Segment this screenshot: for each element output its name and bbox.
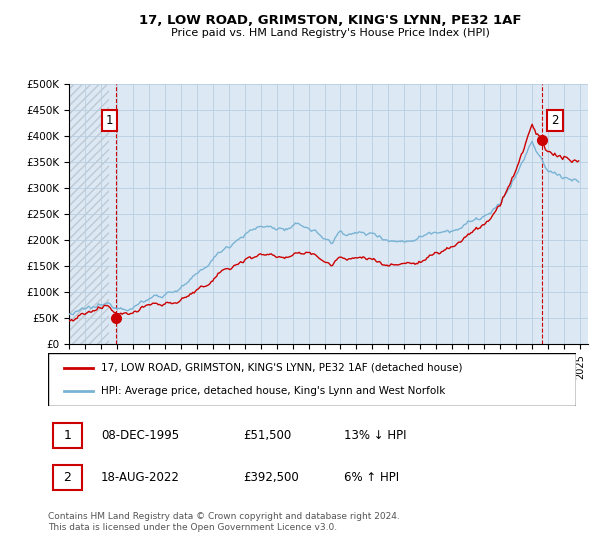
Text: 18-AUG-2022: 18-AUG-2022 [101,471,179,484]
Text: 08-DEC-1995: 08-DEC-1995 [101,429,179,442]
Text: Price paid vs. HM Land Registry's House Price Index (HPI): Price paid vs. HM Land Registry's House … [170,28,490,38]
FancyBboxPatch shape [53,465,82,490]
Bar [69,84,109,344]
Text: 17, LOW ROAD, GRIMSTON, KING'S LYNN, PE32 1AF: 17, LOW ROAD, GRIMSTON, KING'S LYNN, PE3… [139,14,521,27]
Text: 6% ↑ HPI: 6% ↑ HPI [344,471,399,484]
Text: Contains HM Land Registry data © Crown copyright and database right 2024.
This d: Contains HM Land Registry data © Crown c… [48,512,400,532]
Text: 1: 1 [106,114,113,127]
Text: £392,500: £392,500 [244,471,299,484]
Text: 13% ↓ HPI: 13% ↓ HPI [344,429,406,442]
Text: HPI: Average price, detached house, King's Lynn and West Norfolk: HPI: Average price, detached house, King… [101,386,445,396]
Text: 2: 2 [64,471,71,484]
Text: 17, LOW ROAD, GRIMSTON, KING'S LYNN, PE32 1AF (detached house): 17, LOW ROAD, GRIMSTON, KING'S LYNN, PE3… [101,363,463,373]
FancyBboxPatch shape [53,423,82,448]
Text: 1: 1 [64,429,71,442]
FancyBboxPatch shape [48,353,576,406]
Text: 2: 2 [551,114,559,127]
Text: £51,500: £51,500 [244,429,292,442]
